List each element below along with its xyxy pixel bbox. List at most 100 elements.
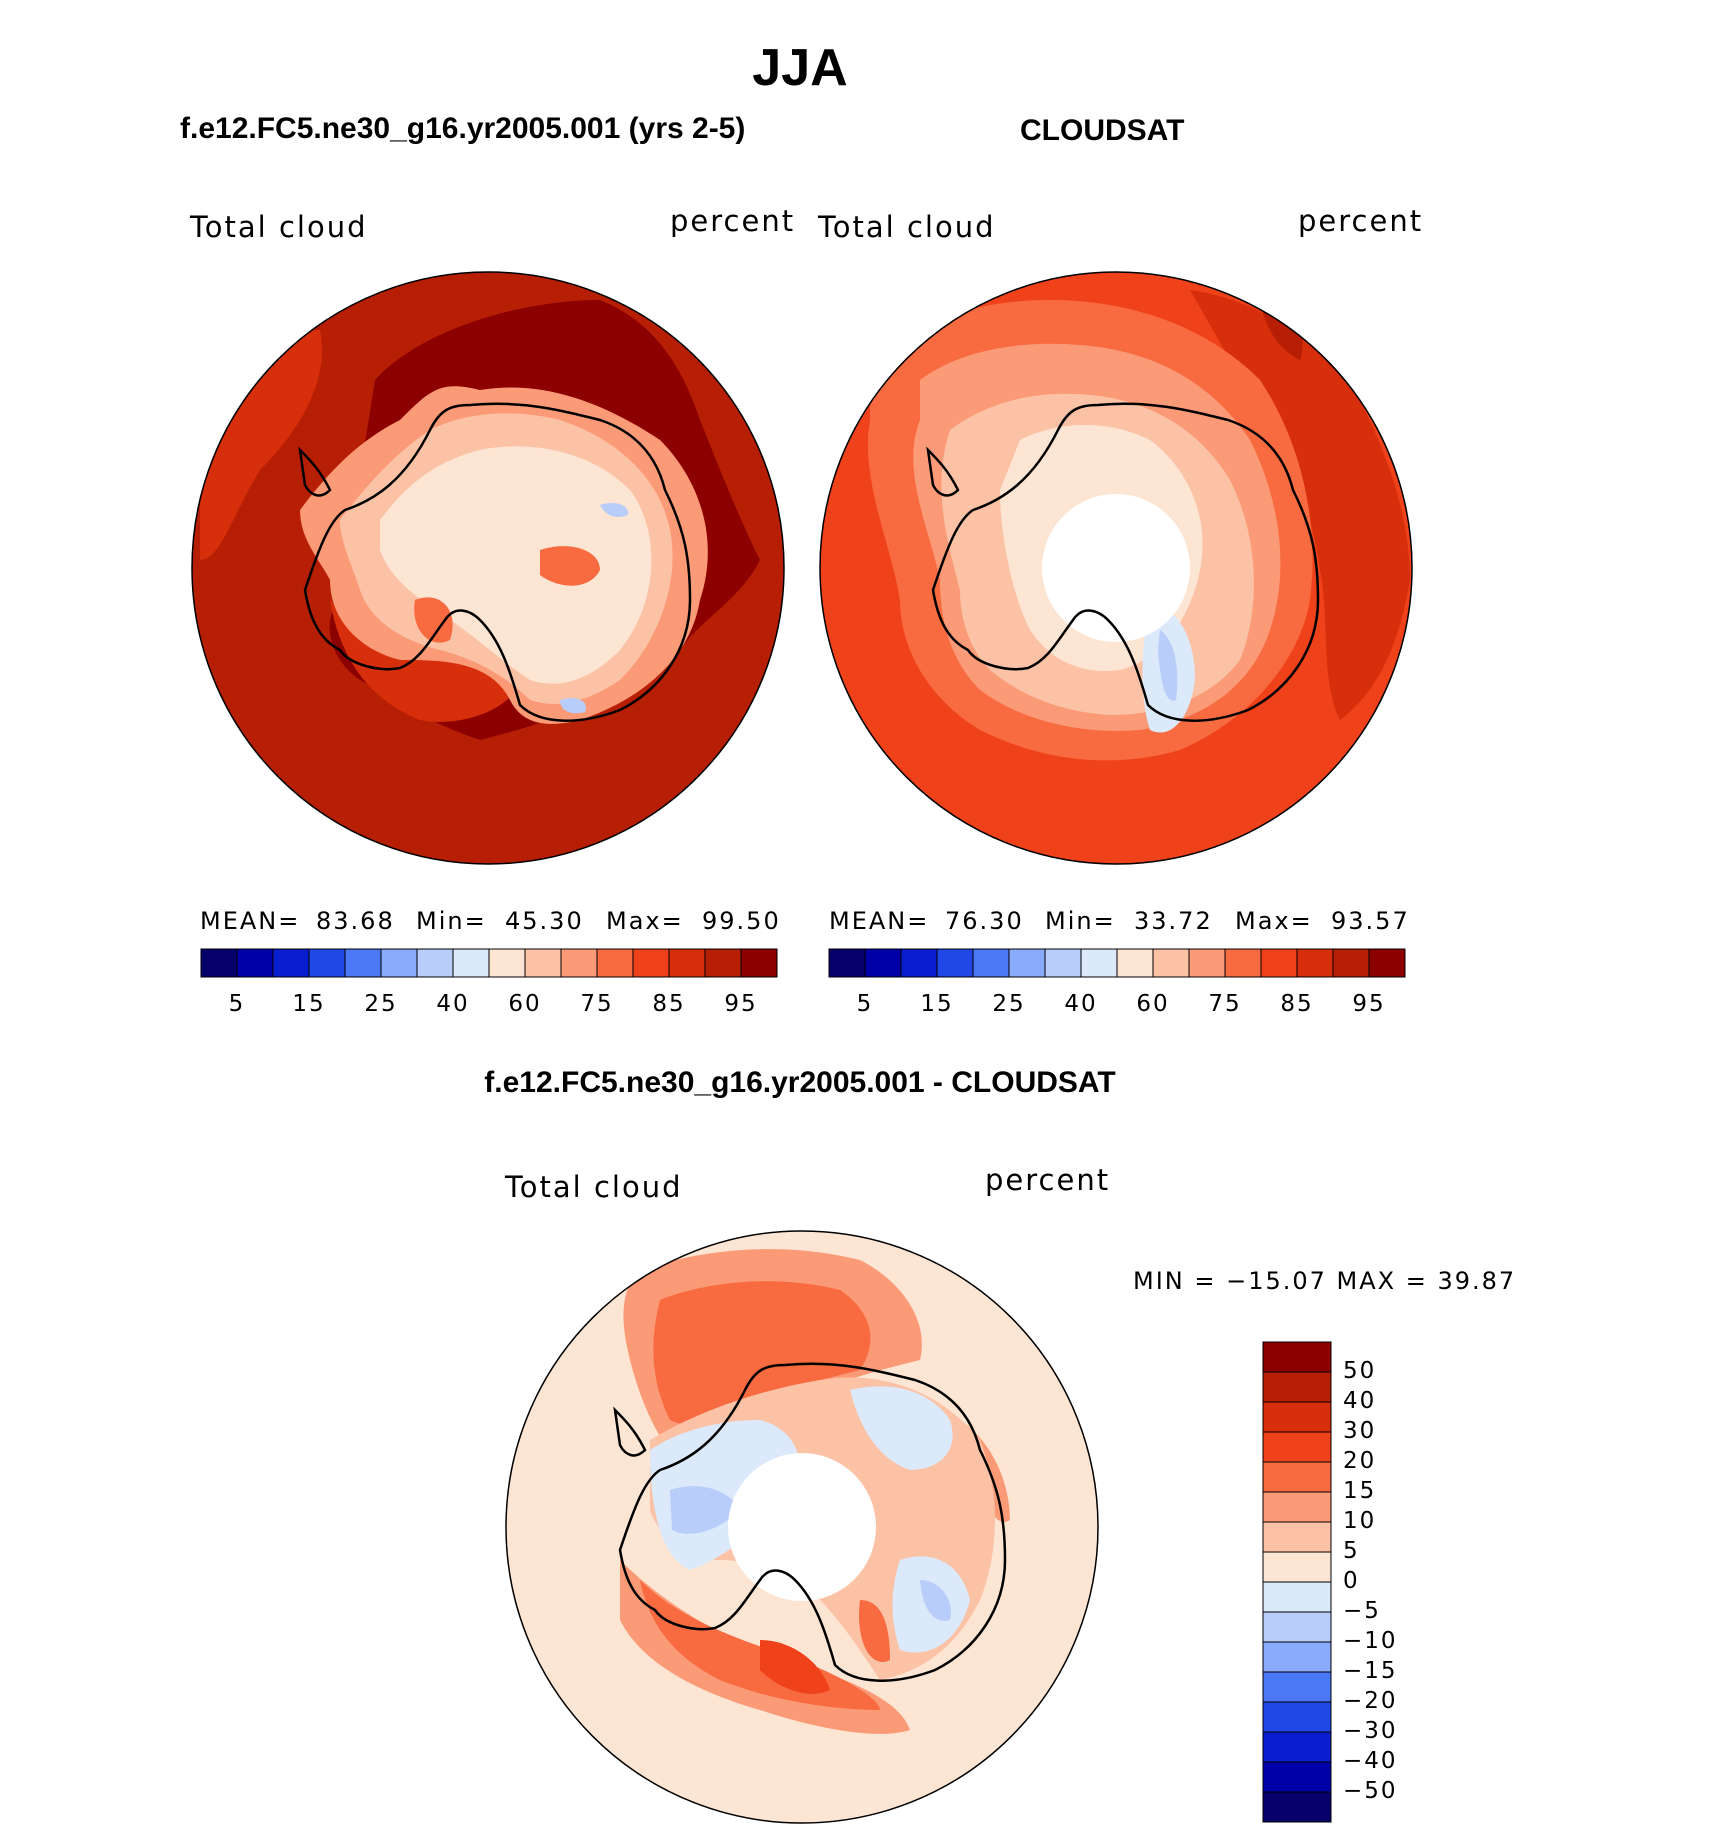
diff-colorbar-swatch xyxy=(1262,1491,1332,1523)
obs-colorbar-tick: 25 xyxy=(992,991,1026,1017)
diff-colorbar-swatch xyxy=(1262,1401,1332,1433)
model-units-label: percent xyxy=(670,204,796,238)
diff-colorbar-swatch xyxy=(1262,1551,1332,1583)
model-colorbar-swatch xyxy=(488,948,526,978)
obs-map-border xyxy=(819,271,1413,865)
model-colorbar-tick: 95 xyxy=(724,991,758,1017)
diff-colorbar-tick: −15 xyxy=(1343,1658,1398,1684)
obs-mean-label: MEAN= xyxy=(829,907,930,935)
diff-colorbar-tick: 15 xyxy=(1343,1478,1377,1504)
model-max-value: 99.50 xyxy=(702,907,781,935)
diff-units-label: percent xyxy=(985,1163,1111,1197)
diff-colorbar-swatch xyxy=(1262,1581,1332,1613)
model-colorbar-swatch xyxy=(380,948,418,978)
model-colorbar-tick: 25 xyxy=(364,991,398,1017)
model-min-label: Min= xyxy=(416,907,487,935)
obs-colorbar-tick: 85 xyxy=(1280,991,1314,1017)
diff-colorbar-tick: −20 xyxy=(1343,1688,1398,1714)
obs-colorbar-tick: 40 xyxy=(1064,991,1098,1017)
obs-colorbar-swatch xyxy=(1152,948,1190,978)
obs-east-ocean xyxy=(1190,290,1410,720)
obs-colorbar-swatch xyxy=(972,948,1010,978)
obs-panel-title: CLOUDSAT xyxy=(1020,114,1185,147)
diff-colorbar-swatch xyxy=(1262,1611,1332,1643)
model-colorbar-tick: 40 xyxy=(436,991,470,1017)
model-colorbar-swatch xyxy=(452,948,490,978)
diff-colorbar-swatch xyxy=(1262,1791,1332,1823)
model-colorbar-swatch xyxy=(740,948,778,978)
model-colorbar-swatch xyxy=(632,948,670,978)
diff-colorbar-tick: −40 xyxy=(1343,1748,1398,1774)
obs-colorbar-swatch xyxy=(1188,948,1226,978)
model-colorbar-swatch xyxy=(272,948,310,978)
diff-colorbar-swatch xyxy=(1262,1461,1332,1493)
diff-colorbar-tick: 10 xyxy=(1343,1508,1377,1534)
diff-colorbar-tick: 50 xyxy=(1343,1358,1377,1384)
model-map-border xyxy=(191,271,785,865)
model-colorbar-swatch xyxy=(308,948,346,978)
diff-colorbar-tick: 0 xyxy=(1343,1568,1360,1594)
diff-colorbar-swatch xyxy=(1262,1731,1332,1763)
diff-colorbar-swatch xyxy=(1262,1371,1332,1403)
obs-pole-hole xyxy=(1042,494,1190,642)
diff-map-border xyxy=(505,1230,1099,1824)
obs-colorbar-swatch xyxy=(1368,948,1406,978)
obs-units-label: percent xyxy=(1298,204,1424,238)
model-min-value: 45.30 xyxy=(505,907,584,935)
obs-colorbar-swatch xyxy=(1260,948,1298,978)
obs-colorbar-swatch xyxy=(1044,948,1082,978)
model-mean-label: MEAN= xyxy=(200,907,301,935)
diff-panel-title: f.e12.FC5.ne30_g16.yr2005.001 - CLOUDSAT xyxy=(484,1066,1116,1099)
obs-coastline xyxy=(926,402,1320,722)
obs-colorbar-tick: 75 xyxy=(1208,991,1242,1017)
diff-pacific-positive xyxy=(653,1281,871,1425)
diff-coastline xyxy=(613,1362,1007,1682)
diff-colorbar-tick: −5 xyxy=(1343,1598,1381,1624)
diff-colorbar-tick: 40 xyxy=(1343,1388,1377,1414)
obs-colorbar-tick: 60 xyxy=(1136,991,1170,1017)
diff-colorbar-tick: 20 xyxy=(1343,1448,1377,1474)
model-colorbar-tick: 15 xyxy=(292,991,326,1017)
diff-colorbar-swatch xyxy=(1262,1761,1332,1793)
model-colorbar-swatch xyxy=(416,948,454,978)
diff-colorbar-tick: −50 xyxy=(1343,1778,1398,1804)
obs-colorbar-swatch xyxy=(936,948,974,978)
model-colorbar-tick: 5 xyxy=(228,991,246,1017)
model-colorbar-swatch xyxy=(524,948,562,978)
obs-mean-value: 76.30 xyxy=(945,907,1024,935)
diff-colorbar-tick: 5 xyxy=(1343,1538,1360,1564)
obs-min-region xyxy=(1158,630,1178,701)
model-colorbar-tick: 75 xyxy=(580,991,614,1017)
obs-max-value: 93.57 xyxy=(1331,907,1410,935)
diff-colorbar-swatch xyxy=(1262,1521,1332,1553)
obs-colorbar-swatch xyxy=(864,948,902,978)
obs-colorbar-swatch xyxy=(828,948,866,978)
model-max-label: Max= xyxy=(606,907,684,935)
diff-minmax-label: MIN = −15.07 MAX = 39.87 xyxy=(1133,1267,1517,1295)
diff-colorbar-tick: −10 xyxy=(1343,1628,1398,1654)
obs-min-value: 33.72 xyxy=(1134,907,1213,935)
model-colorbar-swatch xyxy=(236,948,274,978)
model-colorbar-swatch xyxy=(704,948,742,978)
model-colorbar-tick: 60 xyxy=(508,991,542,1017)
model-coastline xyxy=(298,402,692,722)
diff-colorbar-swatch xyxy=(1262,1701,1332,1733)
model-interior xyxy=(380,446,652,684)
model-colorbar-tick: 85 xyxy=(652,991,686,1017)
obs-colorbar-swatch xyxy=(900,948,938,978)
model-colorbar-swatch xyxy=(560,948,598,978)
obs-colorbar-tick: 5 xyxy=(856,991,874,1017)
obs-colorbar-swatch xyxy=(1296,948,1334,978)
obs-colorbar-swatch xyxy=(1116,948,1154,978)
obs-colorbar-swatch xyxy=(1080,948,1118,978)
obs-colorbar-tick: 15 xyxy=(920,991,954,1017)
page-title: JJA xyxy=(752,39,848,97)
diff-colorbar-swatch xyxy=(1262,1671,1332,1703)
diff-colorbar-swatch xyxy=(1262,1341,1332,1373)
model-mean-value: 83.68 xyxy=(316,907,395,935)
obs-colorbar-swatch xyxy=(1224,948,1262,978)
obs-colorbar-swatch xyxy=(1008,948,1046,978)
model-colorbar xyxy=(200,948,778,978)
obs-variable-label: Total cloud xyxy=(818,210,996,244)
